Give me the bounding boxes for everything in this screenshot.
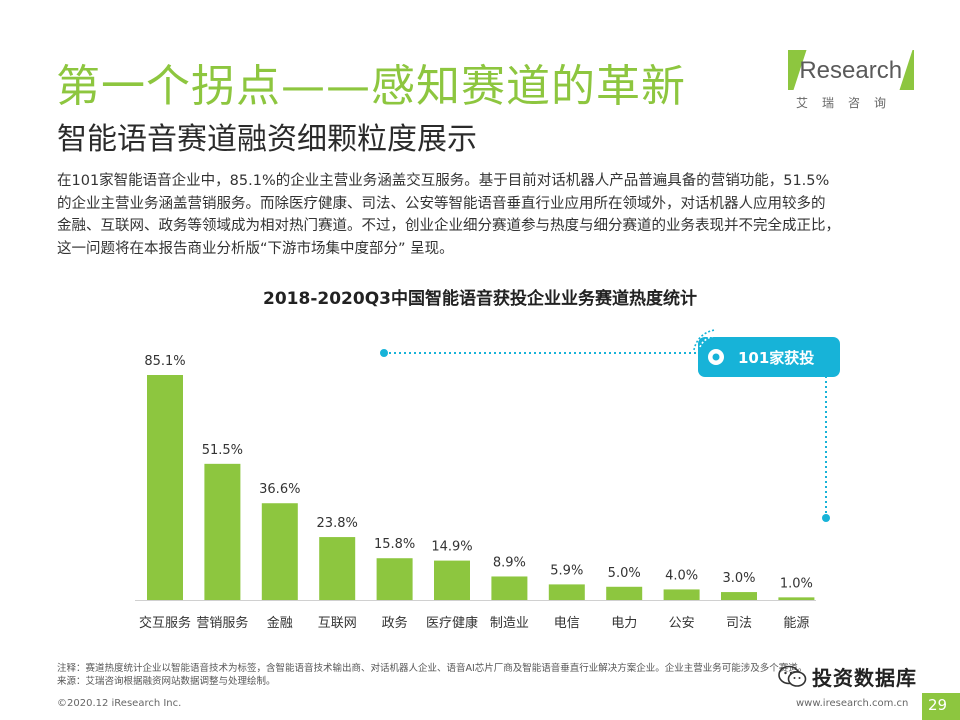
- bar: [204, 463, 241, 600]
- data-label: 36.6%: [259, 482, 300, 497]
- signal-icon: [693, 329, 724, 365]
- annotation-text: 101家获投: [738, 349, 814, 367]
- x-tick-label: 政务: [382, 615, 408, 631]
- x-tick-label: 能源: [783, 616, 809, 631]
- logo-wordmark: Research: [799, 57, 903, 84]
- data-label: 8.9%: [493, 555, 526, 570]
- page-subtitle: 智能语音赛道融资细颗粒度展示: [57, 122, 477, 157]
- annotation-box: [698, 337, 840, 377]
- bar: [778, 597, 815, 600]
- watermark: 投资数据库: [778, 662, 938, 692]
- description-line: 的企业主营业务涵盖营销服务。而除医疗健康、司法、公安等智能语音垂直行业应用所在领…: [57, 195, 826, 212]
- annotation-leader-line: [384, 352, 827, 518]
- logo-subtitle: 艾瑞咨询: [796, 96, 901, 110]
- annotation-dot: [380, 349, 388, 357]
- x-tick-label: 金融: [267, 615, 293, 631]
- data-label: 23.8%: [317, 516, 358, 531]
- bar: [721, 592, 757, 600]
- data-label: 4.0%: [665, 568, 698, 583]
- copyright: ©2020.12 iResearch Inc.: [57, 698, 182, 709]
- bar: [434, 560, 470, 600]
- annotation-dot: [822, 514, 830, 522]
- page-number: 29: [928, 696, 948, 714]
- data-label: 3.0%: [722, 571, 755, 586]
- page-title: 第一个拐点——感知赛道的革新: [56, 61, 686, 112]
- x-tick-label: 电信: [554, 616, 580, 631]
- source-note: 来源：艾瑞咨询根据融资网站数据调整与处理绘制。: [57, 676, 276, 687]
- x-tick-label: 营销服务: [196, 615, 248, 631]
- data-label: 1.0%: [780, 576, 813, 591]
- x-tick-label: 电力: [611, 616, 637, 631]
- bar: [376, 558, 413, 600]
- data-label: 5.0%: [608, 566, 641, 581]
- data-label: 85.1%: [144, 354, 185, 369]
- chart-title: 2018-2020Q3中国智能语音获投企业业务赛道热度统计: [263, 289, 697, 309]
- website-url: www.iresearch.com.cn: [796, 698, 909, 709]
- footnote: 注释：赛道热度统计企业以智能语音技术为标签，含智能语音技术输出商、对话机器人企业…: [57, 663, 808, 674]
- data-label: 5.9%: [550, 563, 583, 578]
- description-line: 这一问题将在本报告商业分析版“下游市场集中度部分” 呈现。: [57, 240, 454, 257]
- watermark-text: 投资数据库: [812, 666, 917, 690]
- x-tick-label: 交互服务: [139, 615, 191, 631]
- bar: [319, 537, 356, 600]
- description-line: 金融、互联网、政务等领域成为相对热门赛道。不过，创业企业细分赛道参与热度与细分赛…: [57, 218, 840, 234]
- wechat-icon: [778, 665, 807, 687]
- data-label: 51.5%: [202, 443, 243, 458]
- x-tick-label: 医疗健康: [426, 615, 478, 631]
- logo-letter-i: i: [794, 57, 800, 84]
- bar: [606, 586, 643, 600]
- page-number-box: [922, 693, 960, 720]
- x-tick-label: 公安: [669, 616, 695, 631]
- bar: [491, 576, 528, 600]
- description-line: 在101家智能语音企业中，85.1%的企业主营业务涵盖交互服务。基于目前对话机器…: [57, 173, 830, 189]
- bar: [147, 375, 183, 600]
- bar: [548, 584, 585, 600]
- description-paragraph: 在101家智能语音企业中，85.1%的企业主营业务涵盖交互服务。基于目前对话机器…: [57, 170, 917, 260]
- x-tick-label: 互联网: [318, 616, 357, 631]
- data-label: 14.9%: [431, 540, 472, 555]
- iresearch-logo: iResearch 艾瑞咨询: [788, 50, 914, 110]
- data-label: 15.8%: [374, 537, 415, 552]
- x-tick-label: 制造业: [490, 616, 529, 631]
- x-tick-label: 司法: [726, 616, 752, 631]
- bar: [261, 503, 298, 600]
- bar: [663, 589, 700, 600]
